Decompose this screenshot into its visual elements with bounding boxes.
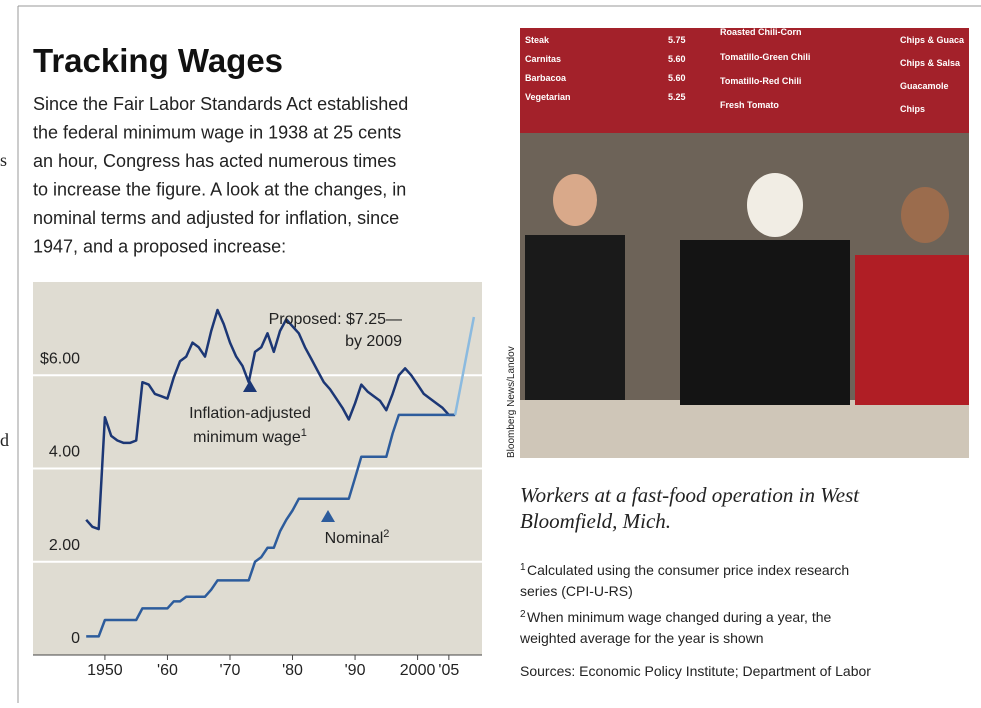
menu-item: 5.60 [668,73,686,83]
footnote-marker: 2 [520,609,526,620]
annotation-text: Nominal [325,530,384,547]
annotation-sup: 1 [301,427,307,439]
menu-item: Vegetarian [525,92,571,102]
caption: Workers at a fast-food operation in West [520,483,860,507]
caption: Bloomfield, Mich. [520,509,671,533]
annotation-sup: 2 [383,528,389,540]
menu-item: Steak [525,35,550,45]
annotation: Nominal2 [325,528,390,547]
page: s d Tracking Wages Bloomberg News/Landov… [0,0,981,703]
y-tick-label: $6.00 [40,350,80,367]
worker [901,187,949,243]
menu-item: Tomatillo-Red Chili [720,76,801,86]
menu-item: 5.75 [668,35,686,45]
worker [525,235,625,400]
annotation-text: Inflation-adjusted [189,405,311,422]
photo-credit: Bloomberg News/Landov [506,346,517,458]
menu-item: 5.25 [668,92,686,102]
footnote-marker: 1 [520,562,526,573]
annotation-text: Proposed: $7.25— [269,311,402,328]
body-text: to increase the figure. A look at the ch… [33,180,406,200]
menu-item: Carnitas [525,54,561,64]
sources: Sources: Economic Policy Institute; Depa… [520,663,871,679]
menu-item: 5.60 [668,54,686,64]
menu-item: Barbacoa [525,73,567,83]
cropped-text: d [0,430,9,450]
x-tick-label: '70 [220,662,241,679]
menu-item: Fresh Tomato [720,100,779,110]
annotation: Proposed: $7.25— [269,311,402,328]
photo [520,28,969,458]
menu-item: Chips [900,104,925,114]
worker [553,174,597,226]
x-tick-label: '90 [345,662,366,679]
cropped-text: s [0,150,7,170]
x-tick-label: 1950 [87,662,123,679]
y-tick-label: 0 [71,630,80,647]
body-text: the federal minimum wage in 1938 at 25 c… [33,123,401,143]
annotation: minimum wage1 [193,427,307,446]
body-text: Since the Fair Labor Standards Act estab… [33,94,408,114]
footnote: series (CPI-U-RS) [520,583,633,599]
menu-item: Roasted Chili-Corn [720,27,802,37]
menu-item: Chips & Guaca [900,35,965,45]
x-tick-label: '60 [157,662,178,679]
menu-item: Tomatillo-Green Chili [720,52,810,62]
annotation: by 2009 [345,333,402,350]
y-tick-label: 4.00 [49,444,80,461]
worker [855,255,969,405]
footnote: weighted average for the year is shown [519,630,764,646]
body-text: nominal terms and adjusted for inflation… [33,208,399,228]
annotation: Inflation-adjusted [189,405,311,422]
body-text: an hour, Congress has acted numerous tim… [33,151,396,171]
worker [680,240,850,405]
annotation-text: minimum wage [193,429,301,446]
footnote: Calculated using the consumer price inde… [527,562,849,578]
menu-item: Guacamole [900,81,949,91]
body-text: 1947, and a proposed increase: [33,237,286,257]
worker [747,173,803,237]
x-tick-label: '05 [438,662,459,679]
annotation-text: by 2009 [345,333,402,350]
counter [520,400,969,458]
title: Tracking Wages [33,42,283,79]
menu-item: Chips & Salsa [900,58,961,68]
footnote: When minimum wage changed during a year,… [527,609,831,625]
y-tick-label: 2.00 [49,537,80,554]
x-tick-label: 2000 [400,662,436,679]
x-tick-label: '80 [282,662,303,679]
